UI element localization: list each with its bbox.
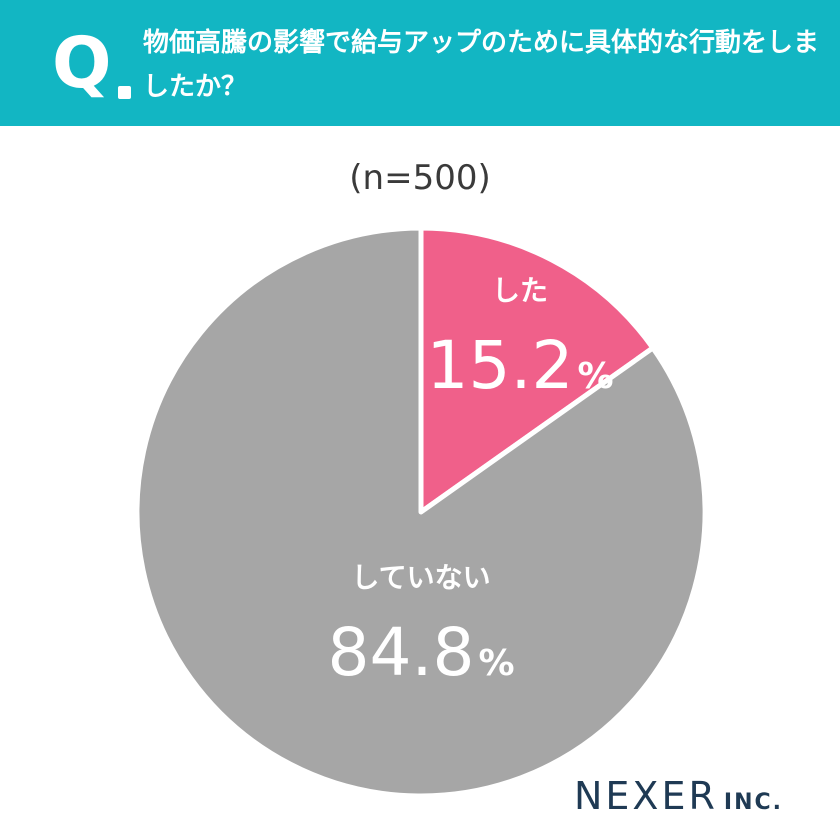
logo-brand: NEXER — [574, 774, 718, 818]
question-text: 物価高騰の影響で給与アップのために具体的な行動をしましたか？ — [143, 28, 820, 102]
question-header: Q 物価高騰の影響で給与アップのために具体的な行動をしましたか？ — [0, 0, 840, 126]
nexer-logo: NEXER INC. — [574, 774, 783, 818]
slice-label-1: していない — [351, 561, 490, 594]
slice-value-0: 15.2% — [426, 327, 613, 404]
slice-value-1: 84.8% — [327, 614, 514, 691]
sample-size: (n=500) — [349, 158, 491, 198]
q-dot-icon — [118, 86, 131, 99]
logo-suffix: INC. — [723, 790, 783, 815]
pie-slice-1 — [134, 225, 708, 799]
slice-label-0: した — [492, 274, 548, 307]
pie-slice-0 — [418, 225, 656, 515]
q-label: Q — [52, 22, 112, 104]
